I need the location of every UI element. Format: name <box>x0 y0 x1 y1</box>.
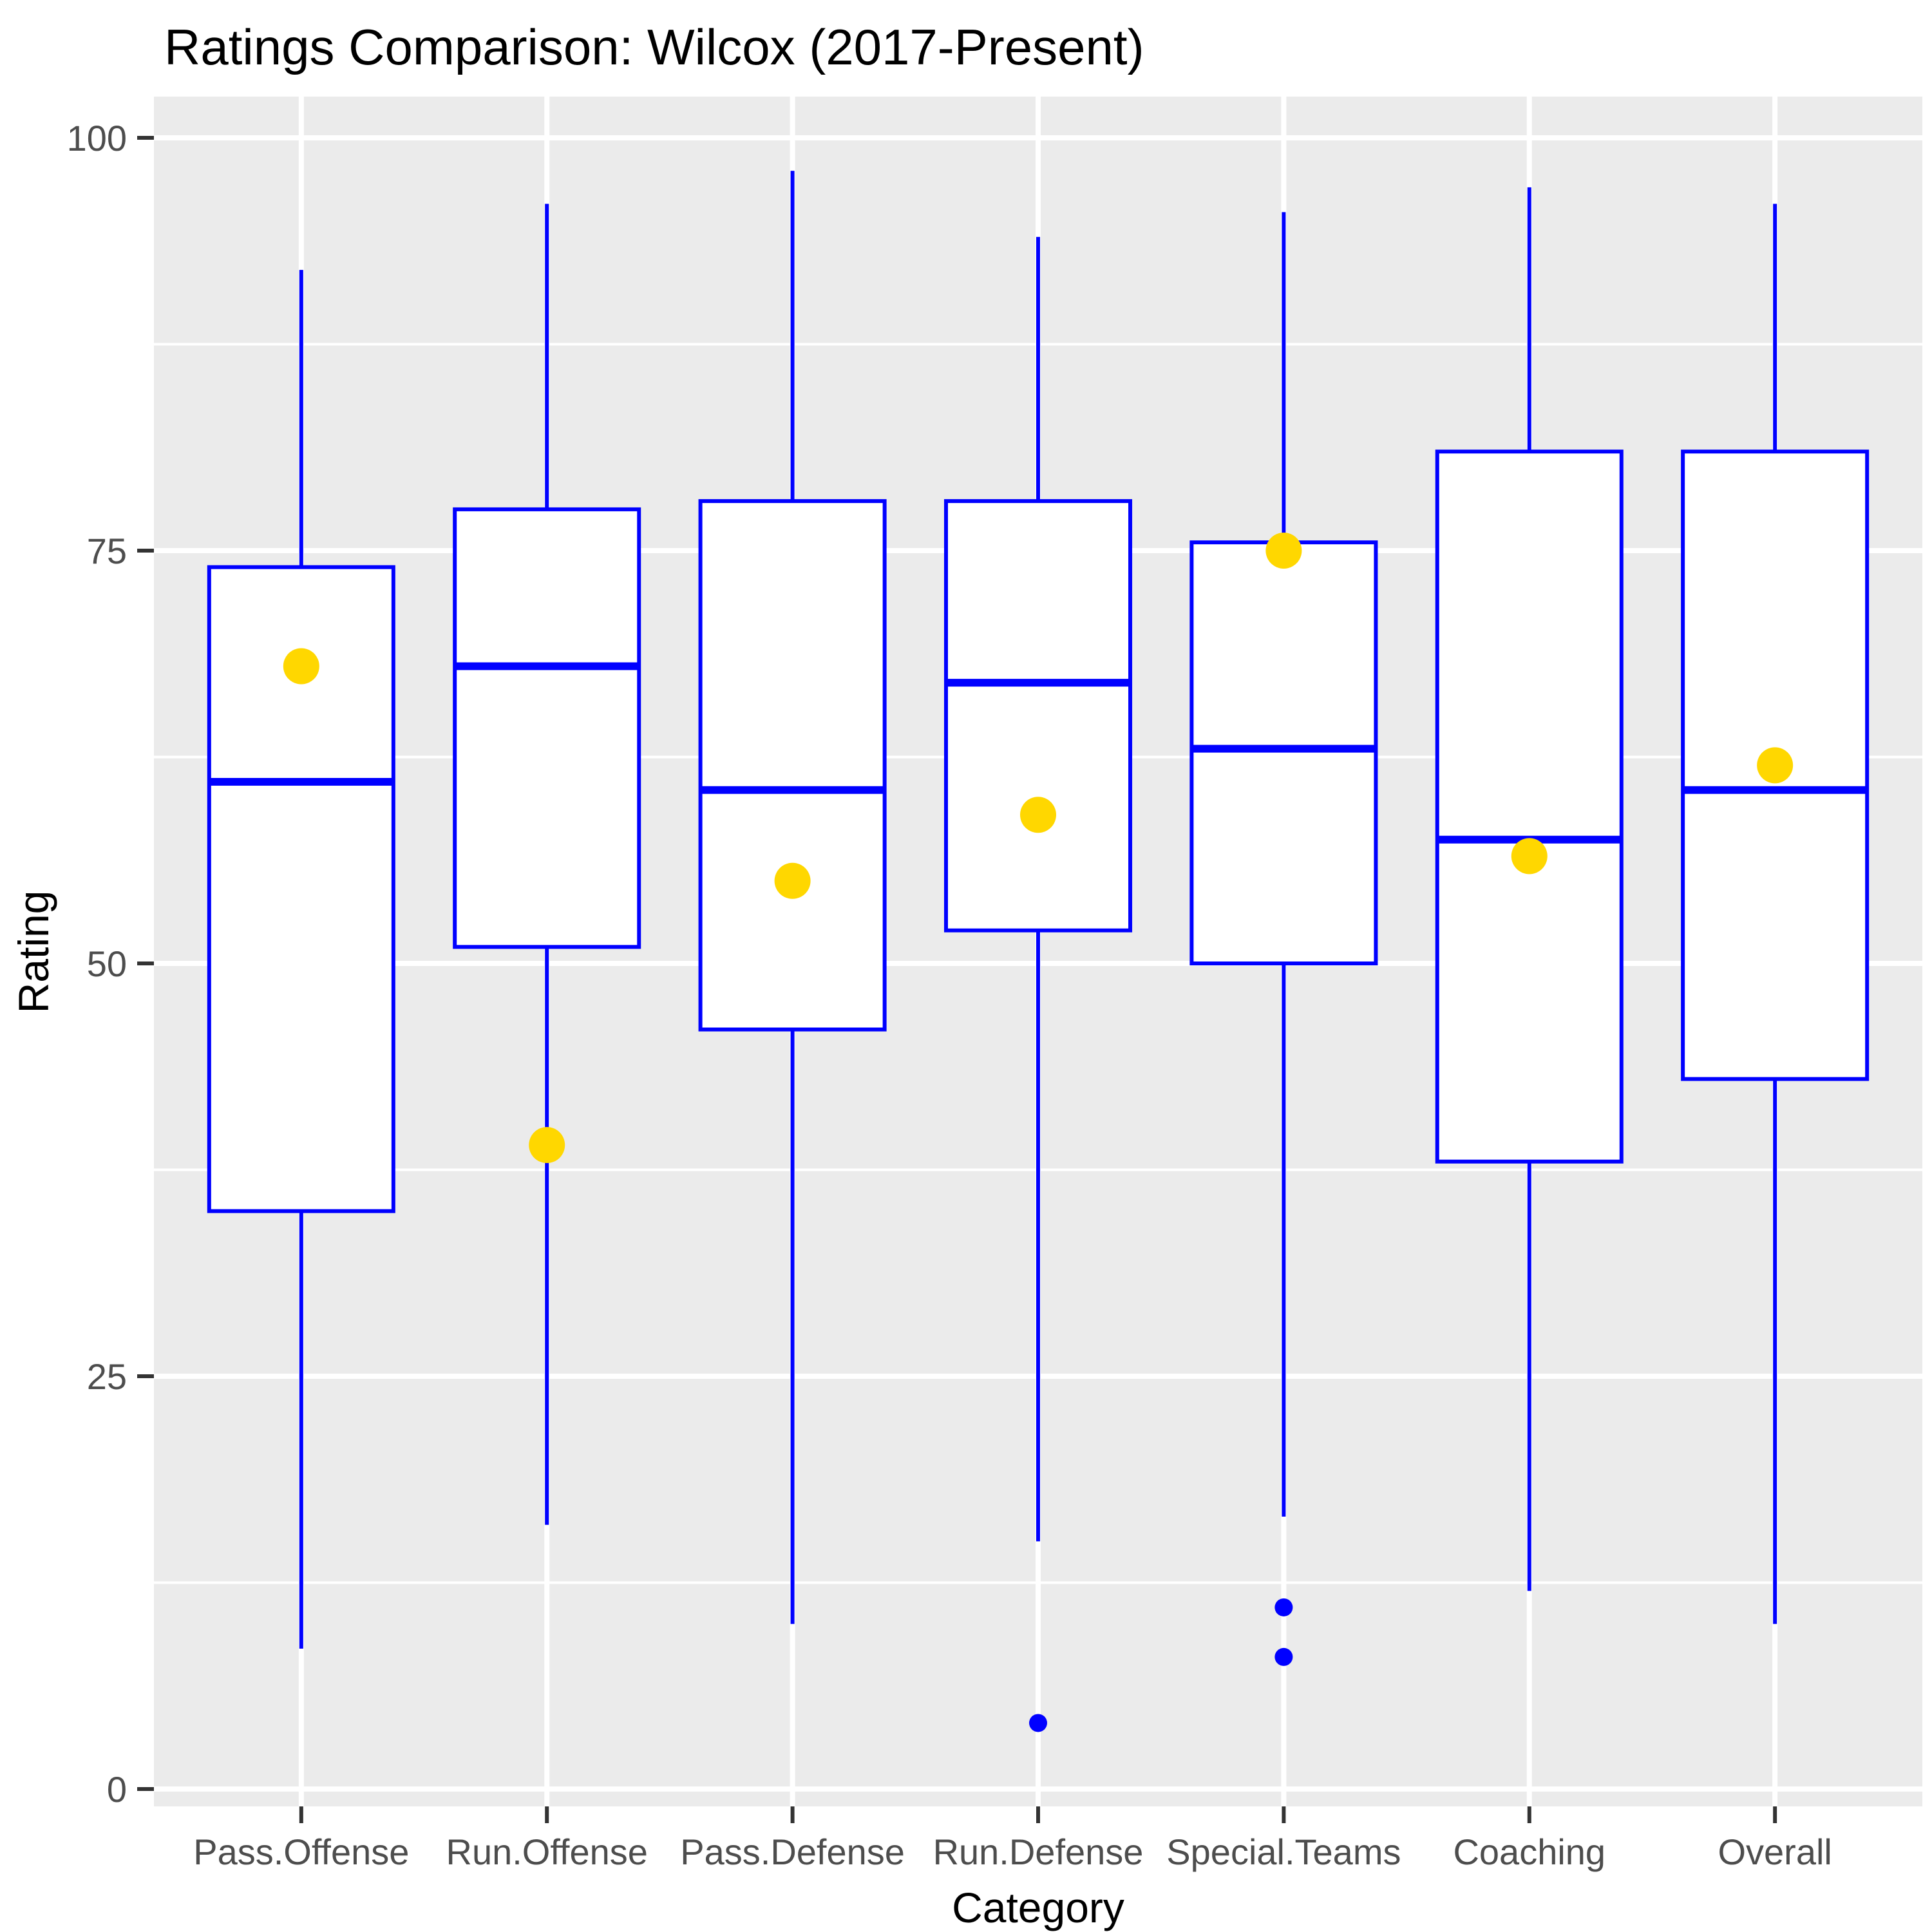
axis-tick-labels: 0 25 50 75 100 Pass.Offense Run.Offense Pass.De… <box>67 118 1832 1872</box>
y-tick-label: 75 <box>87 531 127 571</box>
x-tick-label: Run.Defense <box>933 1832 1144 1872</box>
mean-dot <box>1757 747 1794 784</box>
boxplot-coaching <box>1435 187 1624 1591</box>
y-tick-label: 50 <box>87 943 127 984</box>
iqr-box <box>453 507 641 949</box>
y-tick-label: 100 <box>67 118 127 158</box>
mean-dot <box>1265 533 1302 569</box>
iqr-box <box>698 499 887 1032</box>
x-tick-label: Coaching <box>1453 1832 1605 1872</box>
outlier-dot <box>1274 1647 1293 1666</box>
boxplot-run-defense <box>943 236 1133 1732</box>
mean-dot <box>529 1127 565 1164</box>
x-tick-label: Run.Offense <box>446 1832 648 1872</box>
chart-title: Ratings Comparison: Wilcox (2017-Present… <box>164 19 1144 75</box>
outlier-dot <box>1274 1598 1293 1616</box>
boxplots <box>207 171 1870 1732</box>
boxplot-pass-defense <box>698 171 887 1624</box>
iqr-box <box>207 565 395 1213</box>
boxplot-pass-offense <box>207 270 395 1649</box>
x-tick-label: Pass.Offense <box>193 1832 409 1872</box>
mean-dot <box>774 862 811 899</box>
x-tick-label: Special.Teams <box>1166 1832 1401 1872</box>
iqr-box <box>1435 450 1624 1164</box>
x-tick-label: Pass.Defense <box>680 1832 905 1872</box>
iqr-box <box>1189 540 1378 965</box>
axis-tick-marks <box>137 136 1777 1823</box>
iqr-box <box>943 499 1133 933</box>
y-tick-label: 0 <box>107 1769 127 1810</box>
y-tick-label: 25 <box>87 1356 127 1397</box>
outlier-dot <box>1029 1714 1047 1732</box>
boxplot-overall <box>1681 204 1870 1624</box>
mean-dot <box>283 648 319 685</box>
y-axis-title: Rating <box>10 891 57 1014</box>
x-axis-title: Category <box>952 1884 1124 1931</box>
x-tick-label: Overall <box>1718 1832 1832 1872</box>
boxplot-special-teams <box>1189 212 1378 1666</box>
mean-dot <box>1020 797 1056 833</box>
boxplot-run-offense <box>453 204 641 1525</box>
mean-dot <box>1511 838 1548 875</box>
